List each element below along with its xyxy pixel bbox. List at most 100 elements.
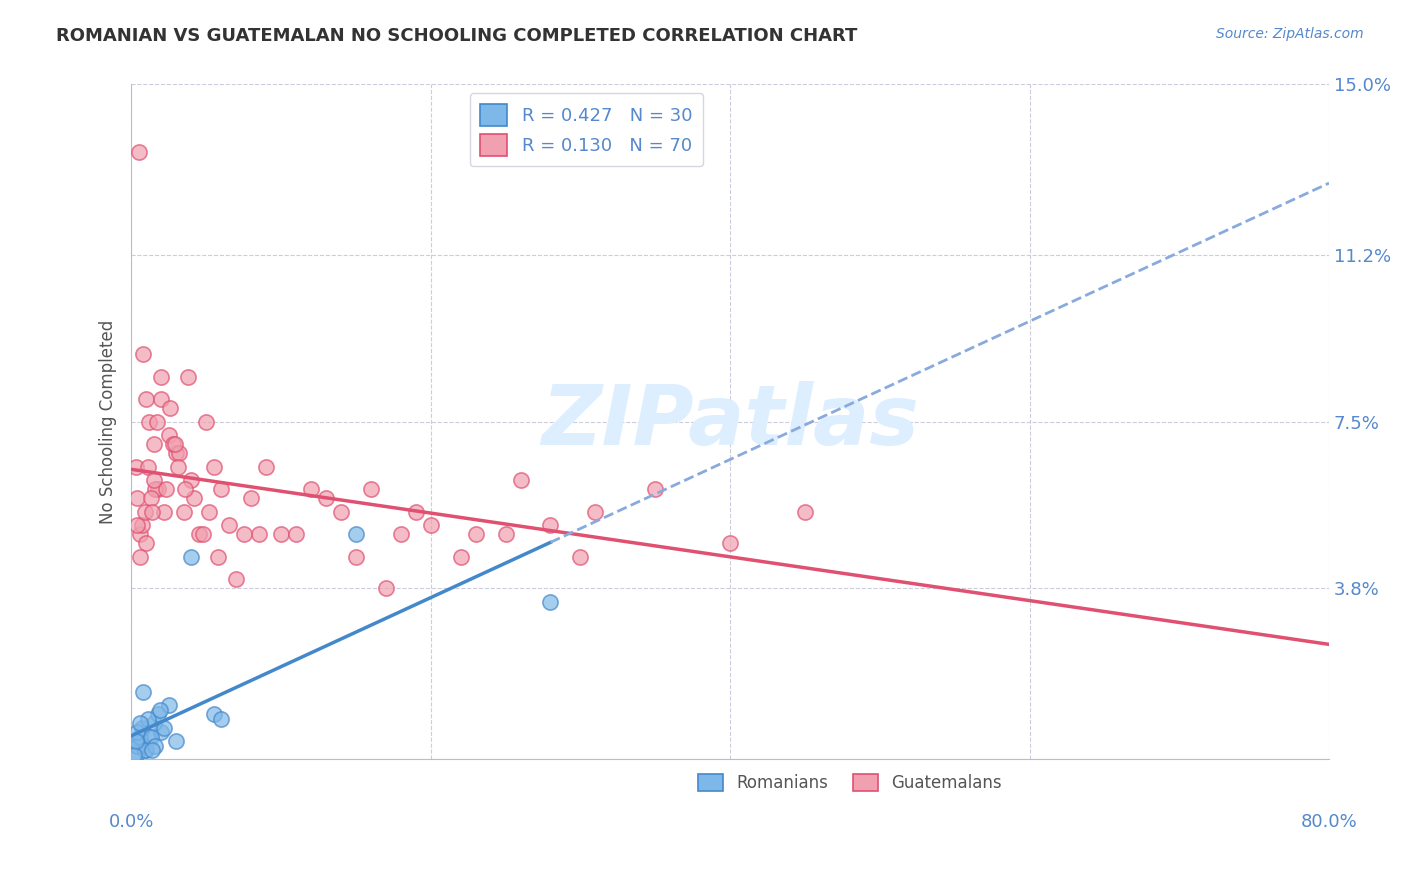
Point	[583, 505, 606, 519]
Point	[150, 392, 173, 407]
Point	[157, 698, 180, 713]
Point	[450, 549, 472, 564]
Point	[225, 573, 247, 587]
Point	[134, 505, 156, 519]
Point	[374, 582, 396, 596]
Point	[202, 707, 225, 722]
Point	[142, 474, 165, 488]
Text: ROMANIAN VS GUATEMALAN NO SCHOOLING COMPLETED CORRELATION CHART: ROMANIAN VS GUATEMALAN NO SCHOOLING COMP…	[56, 27, 858, 45]
Point	[145, 415, 167, 429]
Point	[166, 459, 188, 474]
Point	[127, 725, 149, 739]
Point	[135, 743, 157, 757]
Point	[142, 716, 165, 731]
Point	[173, 505, 195, 519]
Point	[150, 725, 173, 739]
Point	[464, 527, 486, 541]
Point	[218, 518, 240, 533]
Point	[180, 474, 202, 488]
Point	[131, 518, 153, 533]
Text: 80.0%: 80.0%	[1301, 814, 1357, 831]
Point	[148, 483, 170, 497]
Point	[139, 730, 162, 744]
Point	[134, 743, 156, 757]
Point	[129, 549, 152, 564]
Point	[127, 491, 149, 506]
Point	[344, 527, 367, 541]
Point	[153, 505, 176, 519]
Point	[148, 707, 170, 722]
Point	[138, 730, 160, 744]
Point	[177, 370, 200, 384]
Point	[157, 428, 180, 442]
Point	[187, 527, 209, 541]
Point	[540, 595, 562, 609]
Point	[139, 491, 162, 506]
Y-axis label: No Schooling Completed: No Schooling Completed	[100, 320, 117, 524]
Point	[131, 721, 153, 735]
Point	[209, 712, 232, 726]
Point	[149, 703, 172, 717]
Point	[165, 446, 187, 460]
Point	[143, 739, 166, 753]
Point	[138, 415, 160, 429]
Legend: Romanians, Guatemalans: Romanians, Guatemalans	[692, 767, 1008, 798]
Point	[183, 491, 205, 506]
Point	[202, 459, 225, 474]
Point	[141, 505, 163, 519]
Point	[125, 734, 148, 748]
Point	[150, 370, 173, 384]
Point	[198, 505, 221, 519]
Point	[495, 527, 517, 541]
Point	[129, 716, 152, 731]
Point	[419, 518, 441, 533]
Text: 0.0%: 0.0%	[108, 814, 153, 831]
Point	[191, 527, 214, 541]
Point	[129, 730, 152, 744]
Point	[644, 483, 666, 497]
Point	[540, 518, 562, 533]
Point	[165, 734, 187, 748]
Point	[232, 527, 254, 541]
Point	[405, 505, 427, 519]
Point	[132, 347, 155, 361]
Point	[240, 491, 263, 506]
Point	[195, 415, 218, 429]
Point	[207, 549, 229, 564]
Point	[132, 739, 155, 753]
Point	[569, 549, 592, 564]
Point	[284, 527, 307, 541]
Point	[344, 549, 367, 564]
Point	[143, 483, 166, 497]
Point	[141, 743, 163, 757]
Point	[128, 145, 150, 159]
Point	[254, 459, 277, 474]
Point	[180, 549, 202, 564]
Point	[127, 739, 149, 753]
Point	[299, 483, 322, 497]
Point	[127, 518, 149, 533]
Point	[135, 392, 157, 407]
Point	[162, 437, 184, 451]
Point	[174, 483, 197, 497]
Point	[142, 437, 165, 451]
Point	[509, 474, 531, 488]
Point	[132, 685, 155, 699]
Point	[329, 505, 352, 519]
Point	[718, 536, 741, 550]
Point	[136, 712, 159, 726]
Point	[315, 491, 337, 506]
Point	[135, 536, 157, 550]
Point	[155, 483, 177, 497]
Point	[159, 401, 181, 416]
Point	[360, 483, 382, 497]
Point	[153, 721, 176, 735]
Text: ZIPatlas: ZIPatlas	[541, 382, 920, 462]
Point	[247, 527, 270, 541]
Point	[129, 527, 152, 541]
Point	[270, 527, 292, 541]
Point	[163, 437, 186, 451]
Point	[389, 527, 412, 541]
Point	[167, 446, 190, 460]
Point	[794, 505, 817, 519]
